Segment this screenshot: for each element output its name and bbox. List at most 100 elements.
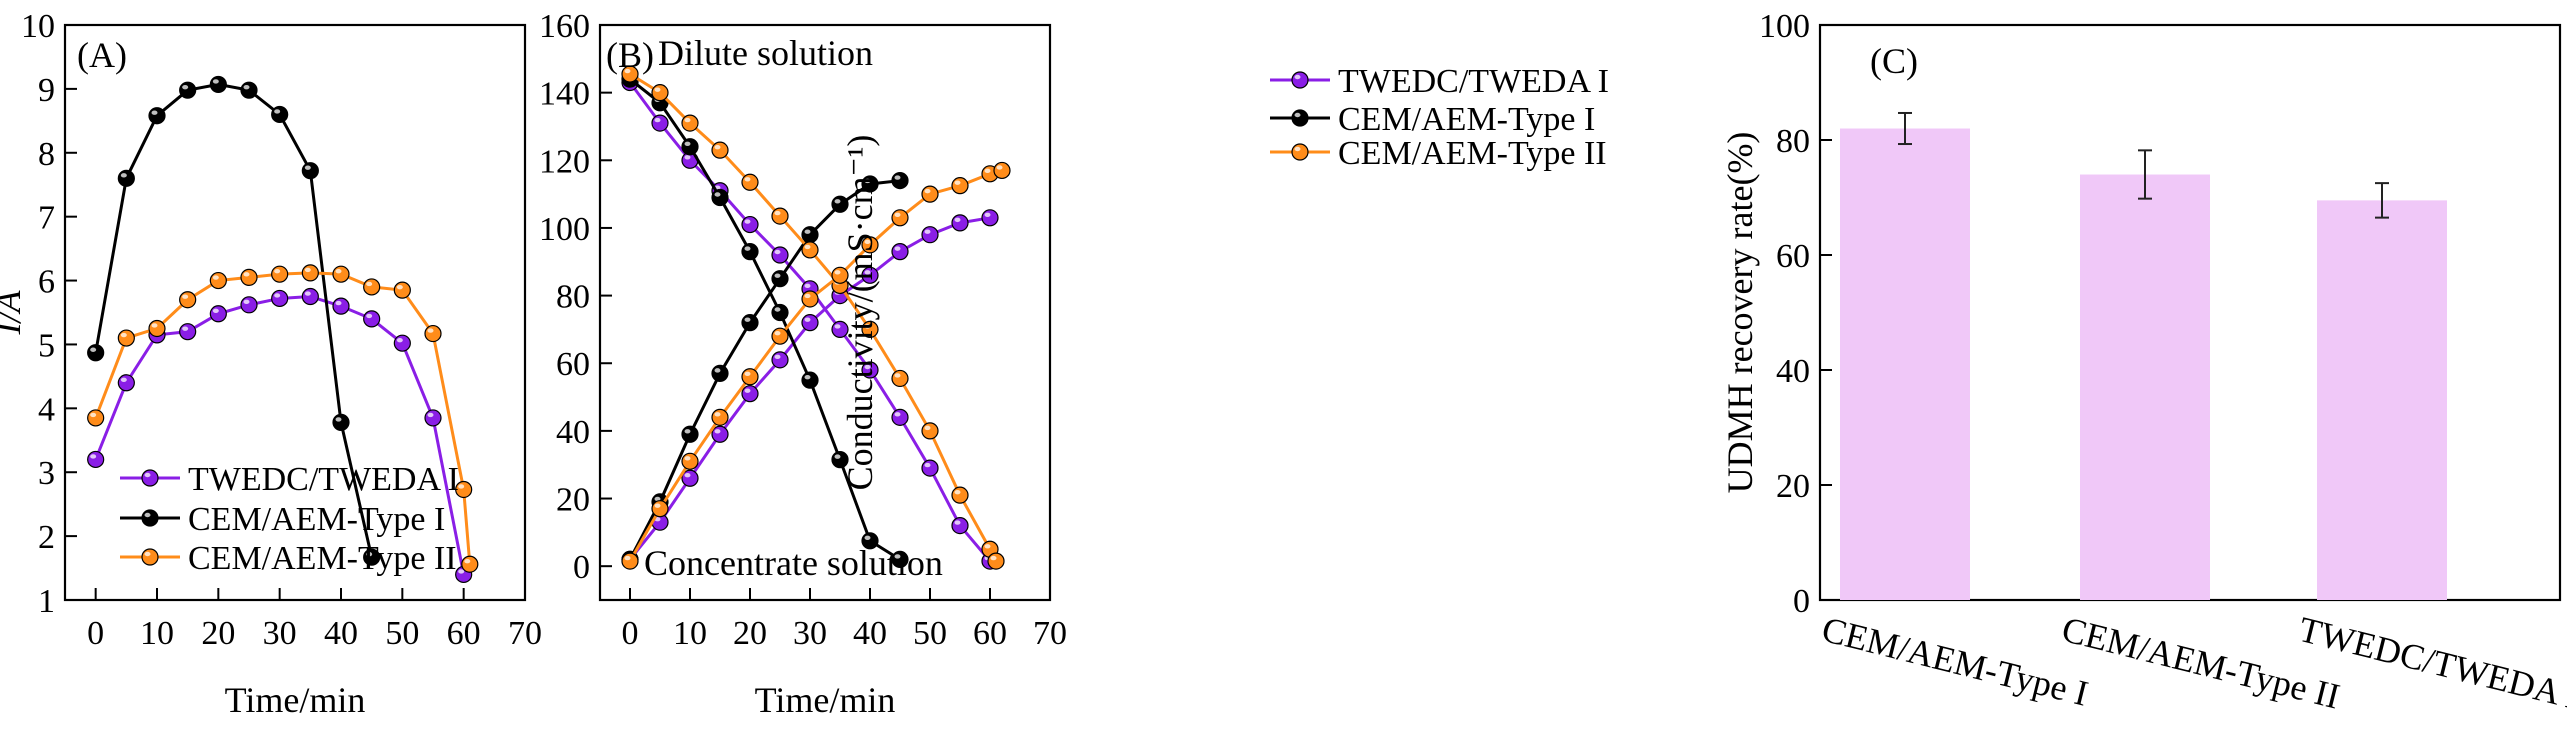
data-point-highlight — [864, 270, 871, 275]
y-tick-label: 20 — [1776, 468, 1810, 505]
data-point-highlight — [335, 268, 342, 274]
data-point — [951, 177, 969, 195]
data-point — [891, 209, 909, 227]
x-tick-label: 40 — [324, 615, 358, 652]
data-point-highlight — [624, 555, 631, 561]
data-point — [921, 459, 939, 477]
y-tick-label: 8 — [38, 136, 55, 173]
data-point — [801, 226, 819, 244]
data-point — [651, 84, 669, 102]
y-tick-label: 3 — [38, 455, 55, 492]
data-point — [332, 265, 350, 283]
data-point-highlight — [90, 347, 97, 352]
data-point — [271, 265, 289, 283]
data-point-highlight — [954, 520, 961, 525]
data-point-highlight — [864, 324, 871, 329]
data-point — [393, 281, 411, 299]
data-point-highlight — [151, 323, 158, 328]
series-line — [629, 77, 901, 561]
data-point-highlight — [774, 249, 781, 255]
data-point — [741, 215, 759, 234]
data-point-highlight — [834, 324, 841, 329]
data-point-highlight — [654, 496, 661, 502]
y-tick-label: 20 — [556, 482, 590, 519]
data-point-highlight — [894, 212, 901, 217]
x-tick-label: 50 — [385, 615, 419, 652]
data-point-highlight — [996, 165, 1003, 170]
data-point-highlight — [864, 239, 871, 245]
data-point-highlight — [335, 300, 342, 306]
x-tick-label: 40 — [853, 615, 887, 652]
data-point-highlight — [744, 219, 751, 224]
data-point-highlight — [274, 109, 281, 114]
data-point — [891, 408, 909, 426]
bar — [2080, 174, 2210, 600]
data-point — [179, 291, 197, 309]
data-point-highlight — [396, 337, 403, 343]
data-point-highlight — [624, 68, 631, 74]
data-point — [711, 141, 729, 159]
data-point-highlight — [894, 554, 901, 559]
data-point-highlight — [243, 84, 250, 90]
data-point-highlight — [427, 412, 434, 418]
data-point — [651, 114, 669, 132]
data-point — [271, 289, 289, 308]
x-tick-label: 60 — [447, 615, 481, 652]
y-tick-label: 160 — [539, 8, 590, 45]
legend-marker — [141, 509, 159, 527]
data-point-highlight — [684, 155, 691, 160]
data-point-highlight — [90, 454, 97, 459]
y-tick-label: 1 — [38, 583, 55, 620]
x-tick-label: 30 — [263, 615, 297, 652]
data-point — [681, 114, 699, 132]
data-point-highlight — [924, 462, 931, 468]
data-point-highlight — [366, 281, 373, 287]
y-tick-label: 80 — [1776, 123, 1810, 160]
data-point-highlight — [274, 293, 281, 298]
data-point — [981, 209, 999, 227]
series-line — [628, 179, 901, 561]
data-point-highlight — [744, 388, 751, 393]
data-point-highlight — [834, 270, 841, 275]
data-point-highlight — [954, 180, 961, 185]
data-point-highlight — [714, 429, 721, 434]
data-point-highlight — [684, 117, 691, 123]
data-point — [87, 409, 105, 427]
data-point-highlight — [834, 454, 841, 459]
legend-marker — [1291, 143, 1309, 161]
data-point-highlight — [954, 489, 961, 495]
data-point-highlight — [684, 429, 691, 434]
legend-marker — [141, 548, 159, 566]
data-point — [461, 555, 479, 573]
legend-marker-highlight — [144, 512, 151, 518]
data-point-highlight — [182, 84, 189, 90]
data-point-highlight — [464, 559, 471, 564]
data-point-highlight — [744, 177, 751, 182]
data-point-highlight — [990, 555, 997, 561]
data-point-highlight — [304, 165, 311, 170]
data-point — [332, 413, 350, 431]
data-point-highlight — [304, 267, 311, 273]
data-point-highlight — [804, 374, 811, 380]
data-point — [301, 287, 319, 306]
x-axis-label: Time/min — [225, 680, 366, 720]
data-point — [240, 268, 258, 286]
x-tick-label: 0 — [622, 615, 639, 652]
legend-marker-highlight — [144, 551, 151, 557]
legend-label: CEM/AEM-Type II — [188, 540, 457, 577]
data-point-highlight — [714, 368, 721, 373]
legend-label: CEM/AEM-Type I — [188, 501, 445, 538]
bar — [1840, 128, 1970, 600]
data-point — [741, 243, 759, 261]
y-axis-label: Conductivity/(mS·cm⁻¹) — [840, 135, 880, 491]
legend-marker-highlight — [1294, 146, 1301, 152]
y-tick-label: 2 — [38, 519, 55, 556]
data-point-highlight — [834, 199, 841, 204]
bar — [2317, 200, 2447, 600]
data-point — [681, 452, 699, 470]
data-point-highlight — [182, 326, 189, 331]
data-point-highlight — [924, 425, 931, 431]
data-point-highlight — [458, 484, 465, 489]
